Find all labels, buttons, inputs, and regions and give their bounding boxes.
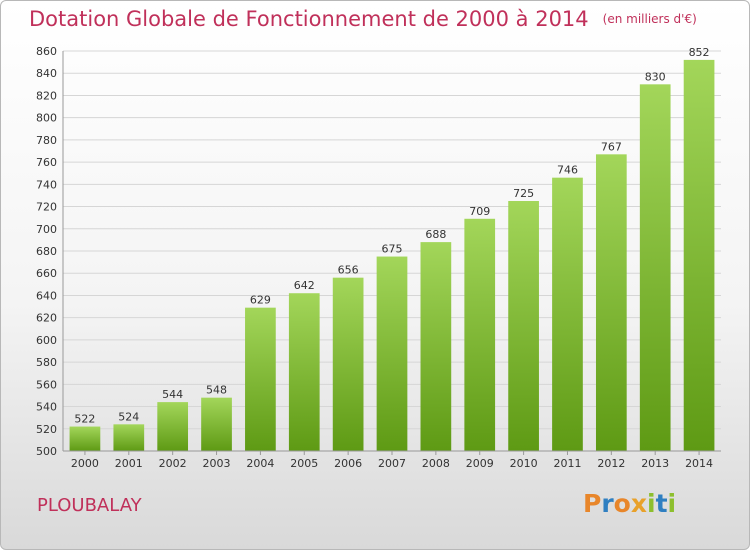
data-label: 544	[162, 388, 183, 401]
x-tick-label: 2006	[334, 457, 362, 470]
y-tick-label: 500	[36, 445, 57, 458]
x-tick-label: 2012	[597, 457, 625, 470]
y-tick-label: 680	[36, 245, 57, 258]
x-tick-label: 2002	[159, 457, 187, 470]
axes: 500 520 540 560 580 600 620 640 660 680 700 720 740 7…	[36, 45, 721, 470]
data-label: 725	[513, 187, 534, 200]
logo-letter: t	[655, 489, 668, 518]
proxiti-logo: Proxiti	[583, 489, 676, 518]
logo-letter: o	[613, 489, 631, 518]
data-label: 767	[601, 140, 622, 153]
y-tick-label: 860	[36, 45, 57, 58]
data-label: 852	[689, 46, 710, 59]
y-tick-label: 540	[36, 401, 57, 414]
y-tick-label: 760	[36, 156, 57, 169]
x-tick-label: 2013	[641, 457, 669, 470]
y-tick-label: 720	[36, 201, 57, 214]
y-tick-label: 580	[36, 356, 57, 369]
y-tick-label: 780	[36, 134, 57, 147]
x-tick-label: 2004	[246, 457, 274, 470]
y-tick-label: 640	[36, 289, 57, 302]
bar	[113, 424, 145, 451]
data-label: 746	[557, 164, 578, 177]
data-label: 524	[118, 410, 139, 423]
y-tick-label: 740	[36, 178, 57, 191]
data-label: 656	[338, 264, 359, 277]
bar	[595, 154, 627, 452]
bar	[464, 218, 496, 451]
bar	[420, 242, 452, 451]
bar	[639, 84, 671, 451]
data-label: 642	[294, 279, 315, 292]
data-label: 629	[250, 294, 271, 307]
x-tick-label: 2005	[290, 457, 318, 470]
bar	[288, 293, 320, 451]
y-tick-label: 800	[36, 112, 57, 125]
data-label: 830	[645, 70, 666, 83]
y-tick-label: 600	[36, 334, 57, 347]
logo-letter: r	[601, 489, 614, 518]
x-tick-label: 2014	[685, 457, 713, 470]
x-tick-label: 2000	[71, 457, 99, 470]
y-tick-label: 560	[36, 378, 57, 391]
logo-letter: i	[667, 489, 677, 518]
x-tick-label: 2003	[203, 457, 231, 470]
logo-letter: i	[647, 489, 656, 518]
y-tick-label: 820	[36, 89, 57, 102]
bar	[69, 426, 101, 451]
y-tick-label: 660	[36, 267, 57, 280]
data-label: 675	[382, 243, 403, 256]
bar	[683, 59, 715, 452]
x-tick-label: 2010	[510, 457, 538, 470]
x-tick-label: 2009	[466, 457, 494, 470]
x-tick-label: 2001	[115, 457, 143, 470]
chart-title: Dotation Globale de Fonctionnement de 20…	[29, 7, 697, 31]
bar	[376, 256, 408, 451]
chart-subtitle: (en milliers d'€)	[602, 12, 697, 26]
bars	[69, 59, 715, 452]
y-tick-label: 840	[36, 67, 57, 80]
y-tick-label: 520	[36, 423, 57, 436]
data-label: 688	[425, 228, 446, 241]
x-tick-label: 2011	[553, 457, 581, 470]
data-label: 709	[469, 205, 490, 218]
logo-letter: x	[630, 489, 647, 518]
x-tick-label: 2008	[422, 457, 450, 470]
x-tick-label: 2007	[378, 457, 406, 470]
y-tick-label: 700	[36, 223, 57, 236]
logo-letter: P	[583, 489, 602, 518]
bar	[157, 402, 189, 451]
bar	[552, 177, 583, 451]
data-label: 548	[206, 384, 227, 397]
data-label: 522	[74, 413, 95, 426]
bar	[201, 397, 232, 451]
bar	[245, 307, 276, 451]
bar	[332, 277, 364, 451]
bar	[508, 201, 539, 451]
chart-title-text: Dotation Globale de Fonctionnement de 20…	[29, 7, 589, 31]
y-tick-label: 620	[36, 312, 57, 325]
place-name: PLOUBALAY	[37, 495, 142, 516]
